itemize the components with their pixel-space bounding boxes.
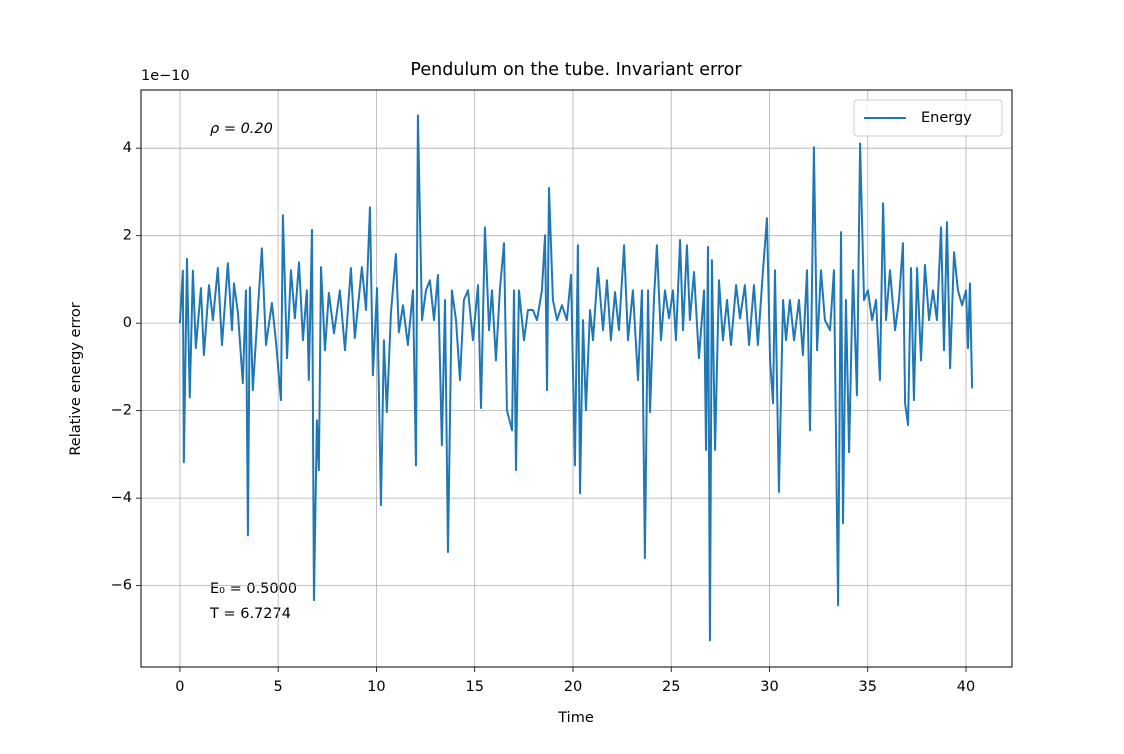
- x-tick-label: 5: [274, 679, 283, 695]
- y-tick-label: 2: [123, 228, 132, 244]
- annotation: ρ = 0.20: [210, 121, 273, 137]
- axes-frame: [140, 89, 1013, 668]
- legend-label: Energy: [921, 110, 972, 126]
- annotation: E₀ = 0.5000: [210, 581, 297, 597]
- x-tick-label: 25: [662, 679, 680, 695]
- y-offset-label: 1e−10: [141, 68, 190, 84]
- data-line: [178, 114, 974, 642]
- annotation: T = 6.7274: [209, 606, 291, 622]
- x-tick-label: 35: [859, 679, 877, 695]
- x-axis-label: Time: [557, 710, 594, 726]
- x-tick-label: 40: [957, 679, 975, 695]
- x-tick-label: 10: [367, 679, 385, 695]
- y-tick-label: −4: [111, 490, 132, 506]
- x-tick-label: 15: [465, 679, 483, 695]
- y-tick-label: 0: [123, 315, 132, 331]
- y-tick-label: −2: [111, 403, 132, 419]
- x-tick-label: 30: [760, 679, 778, 695]
- legend-box: [853, 99, 1003, 137]
- chart-title: Pendulum on the tube. Invariant error: [410, 60, 742, 80]
- y-tick-label: −6: [111, 578, 132, 594]
- y-tick-label: 4: [123, 140, 132, 156]
- x-tick-label: 0: [175, 679, 184, 695]
- y-axis-label: Relative energy error: [68, 302, 84, 455]
- x-tick-label: 20: [564, 679, 582, 695]
